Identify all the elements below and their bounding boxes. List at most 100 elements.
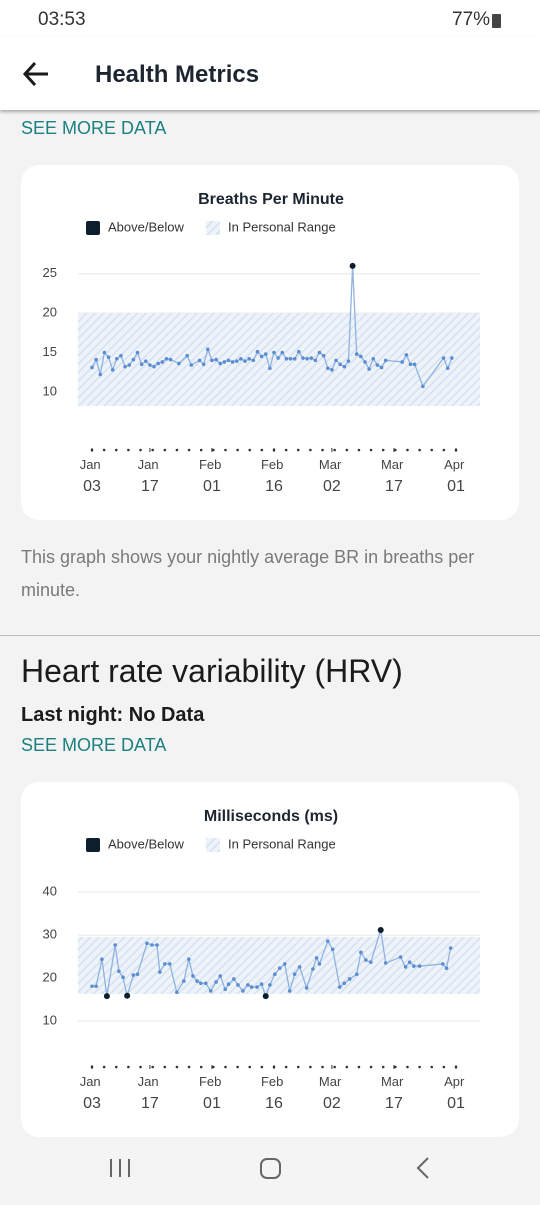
y-tick-label: 20 [43, 970, 57, 985]
axis-dot [127, 448, 130, 452]
data-point [272, 350, 276, 355]
y-tick-label: 15 [43, 344, 57, 359]
data-point [167, 962, 172, 966]
x-tick-label: Apr 01 [444, 1074, 468, 1112]
data-point [247, 357, 251, 361]
data-point [359, 354, 363, 359]
data-point [364, 958, 368, 962]
legend-label: In Personal Range [228, 219, 336, 234]
clock: 03:53 [38, 9, 86, 30]
data-point [259, 354, 264, 359]
data-point [403, 965, 408, 969]
data-point [135, 972, 140, 977]
axis-dot [406, 448, 409, 452]
data-point [383, 358, 388, 363]
home-button[interactable] [260, 1158, 281, 1179]
axis-dot [345, 1065, 349, 1069]
nav-icons [110, 1157, 429, 1179]
data-point [113, 943, 117, 947]
data-point [164, 357, 169, 361]
y-tick-label: 30 [43, 927, 57, 942]
data-point [417, 964, 422, 968]
data-point [160, 360, 165, 364]
data-point [383, 961, 388, 965]
see-more-link[interactable]: SEE MORE DATA [21, 118, 167, 138]
data-point [297, 349, 301, 354]
x-tick-label: Jan 03 [80, 457, 105, 495]
data-point [214, 357, 218, 362]
data-point [203, 981, 208, 986]
data-point [210, 358, 214, 363]
app-bar: Health Metrics [0, 37, 540, 110]
data-point [311, 967, 315, 971]
data-point [158, 970, 162, 974]
app-title: Health Metrics [95, 61, 260, 88]
data-point [150, 943, 154, 947]
data-point [287, 989, 292, 993]
y-tick-label: 25 [43, 265, 57, 280]
recents-button[interactable] [110, 1159, 130, 1177]
data-point [139, 362, 144, 367]
x-tick-label: Mar 02 [319, 1074, 345, 1112]
data-point [115, 357, 119, 361]
axis-dot [333, 448, 336, 452]
back-nav-button[interactable] [416, 1157, 429, 1179]
data-point [342, 981, 347, 986]
outlier-point [349, 262, 356, 269]
axis-dot [139, 448, 142, 452]
y-tick-label: 20 [43, 305, 57, 320]
axis-dot [442, 1065, 446, 1069]
data-point [226, 982, 231, 986]
axis-dot [394, 1065, 397, 1069]
data-point [197, 358, 202, 363]
data-point [317, 962, 322, 966]
data-point [168, 357, 173, 362]
data-point [145, 941, 149, 946]
data-point [359, 950, 363, 955]
chart-title: Milliseconds (ms) [204, 808, 338, 825]
data-point [412, 362, 417, 367]
data-point [177, 361, 181, 366]
axis-dot [187, 448, 191, 452]
outlier-point [377, 926, 384, 933]
nav-bar [0, 1140, 540, 1200]
axis-dot [309, 448, 312, 452]
data-point [155, 943, 159, 947]
axis-dot [381, 448, 385, 452]
data-point [282, 962, 287, 966]
data-point [123, 364, 127, 369]
divider [0, 635, 540, 636]
axis-dot [248, 1065, 252, 1069]
back-button[interactable] [22, 61, 50, 87]
axis-dot [102, 448, 106, 452]
data-point [246, 983, 250, 987]
data-point [100, 957, 104, 961]
data-point [121, 975, 125, 980]
see-more-link[interactable]: SEE MORE DATA [21, 735, 167, 755]
axis-dot [163, 448, 167, 452]
data-point [363, 360, 367, 364]
data-point [239, 357, 243, 361]
data-point [441, 356, 446, 360]
legend-label: In Personal Range [228, 836, 336, 851]
axis-dot [187, 1065, 191, 1069]
data-point [94, 984, 98, 989]
legend-swatch [86, 221, 100, 235]
data-point [222, 360, 227, 364]
data-point [90, 365, 94, 370]
axis-dot [236, 1065, 239, 1069]
axis-dot [224, 1065, 227, 1069]
data-point [90, 984, 94, 989]
data-point [276, 356, 280, 360]
data-point [218, 974, 223, 978]
axis-dot [212, 448, 215, 452]
data-point [218, 361, 223, 366]
data-point [241, 989, 245, 993]
axis-dot [442, 448, 446, 452]
data-point [379, 365, 384, 370]
y-tick-label: 40 [43, 884, 57, 899]
data-point [198, 981, 203, 986]
data-point [230, 360, 235, 364]
description: This graph shows your nightly average BR… [21, 547, 475, 600]
